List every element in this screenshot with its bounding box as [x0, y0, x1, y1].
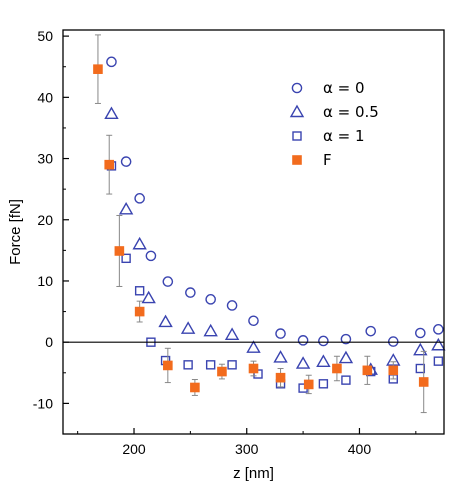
data-point: [227, 360, 237, 370]
data-point: [185, 287, 196, 298]
data-point: [162, 276, 174, 287]
legend-label: F: [323, 151, 332, 169]
data-point: [180, 321, 196, 334]
data-point: [183, 360, 193, 370]
data-point: [203, 323, 218, 337]
data-point: [362, 365, 373, 376]
data-point: [190, 382, 200, 393]
data-point: [338, 350, 354, 364]
data-point: [134, 306, 145, 317]
data-point: [273, 350, 288, 363]
data-point: [387, 336, 399, 347]
series-0: [106, 56, 444, 347]
data-point: [106, 56, 117, 68]
y-tick-label: 20: [37, 212, 53, 228]
series-3: [93, 34, 429, 414]
data-point: [433, 324, 444, 335]
data-point: [297, 335, 309, 346]
data-point: [104, 159, 115, 170]
data-point: [415, 327, 426, 339]
data-point: [248, 363, 259, 374]
data-point: [303, 379, 314, 390]
data-point: [318, 335, 329, 347]
data-point: [431, 337, 446, 351]
data-point: [134, 193, 145, 204]
data-point: [433, 356, 444, 366]
data-point: [134, 286, 145, 296]
x-tick-label: 200: [122, 441, 146, 457]
data-point: [205, 294, 216, 305]
data-point: [418, 377, 429, 387]
data-point: [340, 333, 352, 345]
data-point: [332, 363, 342, 374]
data-point: [141, 290, 156, 304]
data-point: [316, 354, 331, 367]
data-point: [121, 253, 131, 264]
legend-label: α = 1: [323, 127, 365, 145]
legend-label: α = 0.5: [323, 103, 379, 121]
data-point: [224, 327, 240, 341]
data-point: [120, 156, 132, 167]
axes: -10 0 10 20 30 40 50 200 300 400: [33, 28, 445, 457]
data-point: [158, 314, 173, 328]
data-point: [248, 315, 259, 327]
y-tick-label: 40: [37, 89, 53, 105]
data-point: [295, 356, 311, 369]
data-point: [132, 236, 147, 250]
data-point: [145, 250, 157, 262]
x-axis-title: z [nm]: [233, 465, 274, 482]
data-point: [413, 342, 428, 356]
data-point: [275, 372, 286, 383]
y-axis-title: Force [fN]: [7, 199, 24, 265]
data-point: [118, 201, 134, 215]
series-1: [104, 106, 446, 375]
x-tick-label: 300: [235, 441, 259, 457]
data-point: [226, 300, 238, 311]
legend-marker: [292, 155, 302, 165]
data-point: [114, 246, 125, 256]
plot-layer: [93, 34, 446, 414]
y-tick-label: 50: [37, 28, 53, 44]
data-point: [388, 365, 399, 376]
data-point: [341, 375, 351, 385]
data-point: [93, 64, 103, 74]
plot-frame: [62, 29, 445, 435]
legend-label: α = 0: [323, 79, 365, 97]
legend-marker: [291, 82, 303, 94]
y-tick-label: 30: [37, 151, 53, 167]
legend-marker: [289, 104, 305, 118]
legend-marker: [292, 131, 302, 141]
y-tick-label: -10: [33, 395, 53, 411]
data-point: [318, 379, 329, 389]
data-point: [365, 325, 377, 337]
data-point: [246, 340, 261, 353]
data-point: [163, 360, 173, 371]
legend: α = 0 α = 0.5 α = 1 F: [289, 79, 379, 169]
y-tick-label: 0: [45, 334, 53, 350]
data-point: [415, 363, 426, 374]
y-tick-label: 10: [37, 273, 53, 289]
data-point: [205, 360, 216, 370]
data-point: [104, 106, 119, 120]
data-point: [217, 366, 227, 377]
data-point: [275, 328, 286, 339]
x-tick-label: 400: [348, 441, 372, 457]
